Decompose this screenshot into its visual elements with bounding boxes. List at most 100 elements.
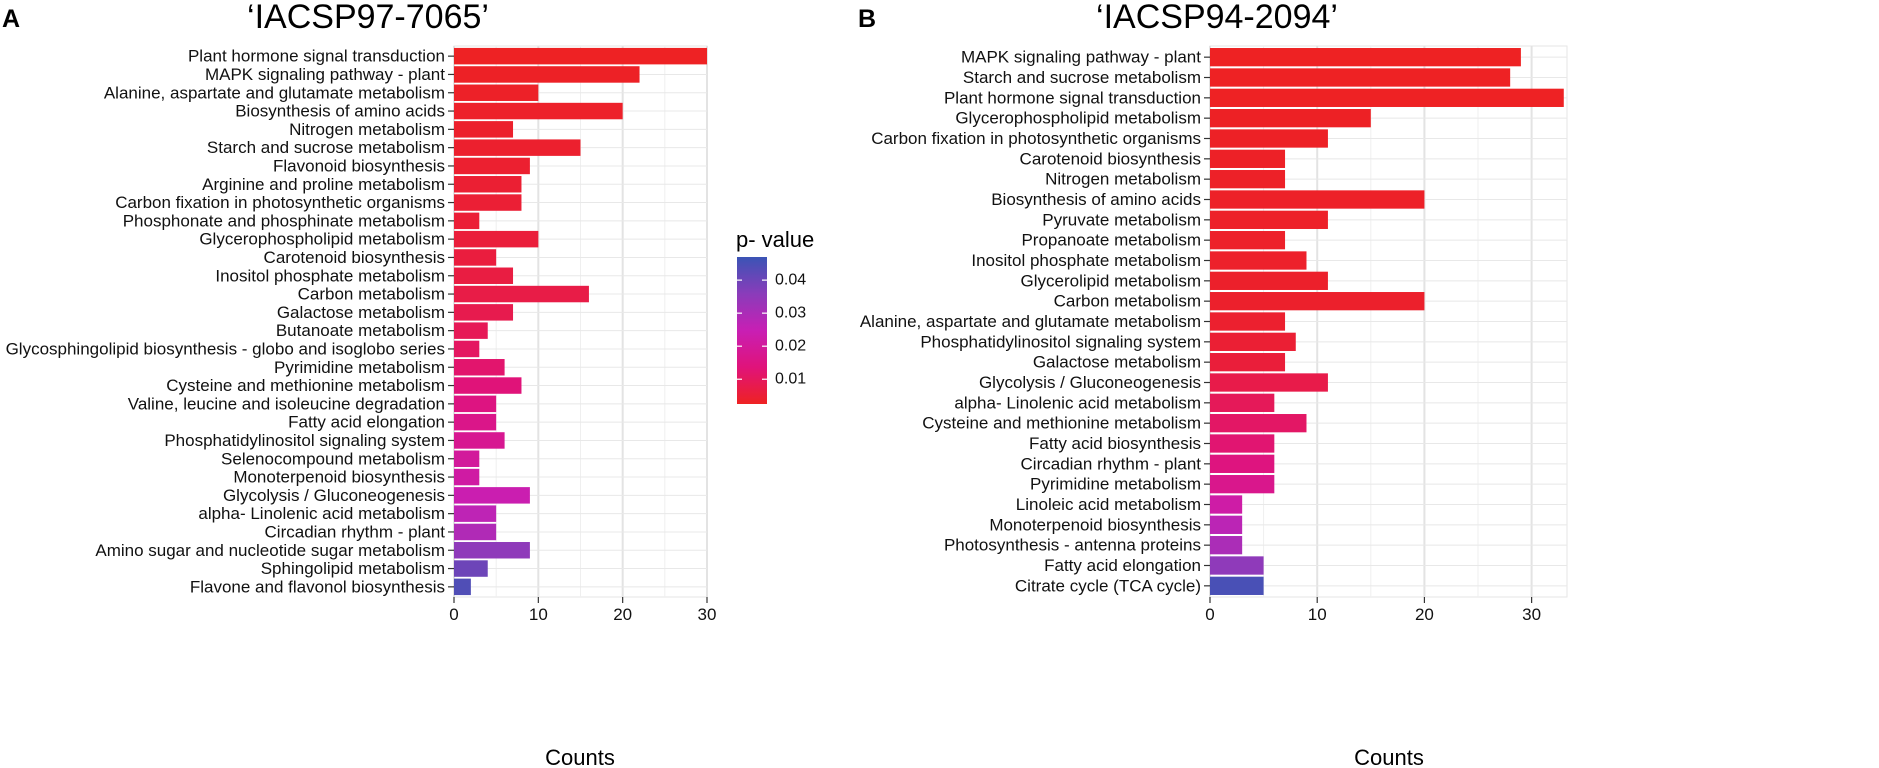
panel-a-category-label: Carbon metabolism <box>298 285 445 304</box>
panel-b-category-label: Circadian rhythm - plant <box>1021 454 1202 473</box>
panel-a-category-label: Arginine and proline metabolism <box>202 175 445 194</box>
colorbar-ticks: 0.01 0.02 0.03 0.04 <box>737 272 806 388</box>
panel-a-category-label: MAPK signaling pathway - plant <box>205 65 445 84</box>
panel-b-bar <box>1210 414 1307 433</box>
panel-b-category-label: Glycolysis / Gluconeogenesis <box>979 373 1201 392</box>
panel-b-category-label: MAPK signaling pathway - plant <box>961 48 1201 67</box>
panel-a-category-label: Glycolysis / Gluconeogenesis <box>223 486 445 505</box>
panel-b-bar <box>1210 251 1307 270</box>
panel-a-category-label: Plant hormone signal transduction <box>188 47 445 66</box>
panel-a-bar <box>454 340 480 358</box>
panel-b: B ‘IACSP94-2094’ MAPK signaling pathway … <box>858 0 1568 768</box>
panel-a-bar <box>454 578 471 596</box>
panel-b-title: ‘IACSP94-2094’ <box>1096 0 1338 36</box>
panel-a-bar <box>454 542 530 559</box>
panel-b-category-label: Nitrogen metabolism <box>1045 170 1201 189</box>
panel-b-category-label: Carbon fixation in photosynthetic organi… <box>871 129 1201 148</box>
panel-a-category-label: Circadian rhythm - plant <box>265 522 446 541</box>
panel-a-bar <box>454 139 581 156</box>
panel-b-bar <box>1210 536 1243 555</box>
panel-a-category-label: Galactose metabolism <box>277 303 445 322</box>
panel-a-category-label: Phosphatidylinositol signaling system <box>164 431 445 450</box>
panel-a-category-label: Amino sugar and nucleotide sugar metabol… <box>95 541 445 560</box>
panel-b-category-label: Cysteine and methionine metabolism <box>922 414 1201 433</box>
panel-a-bar <box>454 432 505 449</box>
panel-a-category-label: Pyrimidine metabolism <box>274 358 445 377</box>
panel-a: A ‘IACSP97-7065’ Plant hormone signal tr… <box>2 0 716 768</box>
panel-b-xtick-label: 30 <box>1522 605 1541 624</box>
panel-a-bar <box>454 194 522 211</box>
panel-b-bar <box>1210 495 1243 514</box>
panel-a-bar <box>454 322 488 339</box>
panel-b-bar <box>1210 393 1275 412</box>
panel-b-bar <box>1210 312 1286 331</box>
panel-b-category-label: Starch and sucrose metabolism <box>963 68 1201 87</box>
panel-b-category-label: Linoleic acid metabolism <box>1016 495 1201 514</box>
panel-a-title: ‘IACSP97-7065’ <box>247 0 489 36</box>
panel-b-xtick-label: 10 <box>1308 605 1327 624</box>
panel-b-bar <box>1210 434 1275 453</box>
panel-a-category-label: Phosphonate and phosphinate metabolism <box>123 211 445 230</box>
panel-b-bar <box>1210 576 1264 595</box>
panel-b-category-label: Propanoate metabolism <box>1021 231 1201 250</box>
panel-a-bar <box>454 102 623 120</box>
panel-a-bar <box>454 523 497 541</box>
panel-b-category-label: Pyruvate metabolism <box>1042 210 1201 229</box>
colorbar-gradient <box>737 257 767 404</box>
panel-a-xtick-label: 10 <box>529 605 548 624</box>
panel-a-xlabel: Counts <box>545 745 615 768</box>
panel-b-bar <box>1210 332 1296 351</box>
panel-b-bar <box>1210 231 1286 250</box>
panel-b-bar <box>1210 149 1286 168</box>
panel-b-bar <box>1210 48 1521 67</box>
panel-a-category-label: Cysteine and methionine metabolism <box>166 376 445 395</box>
panel-a-category-label: Valine, leucine and isoleucine degradati… <box>128 394 445 413</box>
panel-a-category-label: Carotenoid biosynthesis <box>264 248 445 267</box>
panel-a-bar <box>454 304 514 321</box>
panel-a-bar <box>454 212 480 230</box>
panel-a-bar <box>454 66 640 83</box>
panel-a-category-label: Flavonoid biosynthesis <box>273 156 445 175</box>
panel-b-category-label: Carbon metabolism <box>1054 292 1201 311</box>
panel-a-bar <box>454 47 707 65</box>
panel-b-category-label: Alanine, aspartate and glutamate metabol… <box>860 312 1201 331</box>
panel-a-bar <box>454 377 522 394</box>
panel-b-category-label: Fatty acid elongation <box>1044 556 1201 575</box>
panel-a-xtick-label: 0 <box>449 605 458 624</box>
panel-a-xtick-label: 30 <box>698 605 717 624</box>
panel-a-category-label: Butanoate metabolism <box>276 321 445 340</box>
panel-a-category-label: Sphingolipid metabolism <box>261 559 445 578</box>
panel-a-bar <box>454 359 505 376</box>
colorbar-tick-label: 0.01 <box>775 371 806 388</box>
panel-b-xtick-label: 20 <box>1415 605 1434 624</box>
panel-b-category-label: Plant hormone signal transduction <box>944 88 1201 107</box>
panel-a-bar <box>454 413 497 431</box>
panel-a-category-label: alpha- Linolenic acid metabolism <box>198 504 445 523</box>
panel-a-bar <box>454 468 480 486</box>
panel-a-category-label: Glycerophospholipid metabolism <box>199 230 445 249</box>
panel-a-category-label: Inositol phosphate metabolism <box>215 266 445 285</box>
panel-a-bar <box>454 505 497 522</box>
panel-b-category-label: Glycerolipid metabolism <box>1021 271 1201 290</box>
panel-b-bar <box>1210 475 1275 494</box>
panel-a-bar <box>454 267 514 284</box>
panel-a-bar <box>454 84 539 101</box>
panel-b-category-label: Galactose metabolism <box>1033 353 1201 372</box>
panel-a-label: A <box>2 5 20 33</box>
panel-b-bar <box>1210 515 1243 534</box>
panel-b-category-label: Carotenoid biosynthesis <box>1020 149 1201 168</box>
panel-b-xtick-label: 0 <box>1205 605 1214 624</box>
panel-b-bar <box>1210 88 1564 107</box>
panel-a-category-label: Selenocompound metabolism <box>221 449 445 468</box>
panel-b-category-label: Glycerophospholipid metabolism <box>955 109 1201 128</box>
panel-a-category-label: Monoterpenoid biosynthesis <box>233 468 445 487</box>
panel-b-xlabel: Counts <box>1354 745 1424 768</box>
panel-b-category-label: Inositol phosphate metabolism <box>971 251 1201 270</box>
panel-a-category-label: Starch and sucrose metabolism <box>207 138 445 157</box>
panel-a-category-label: Glycosphingolipid biosynthesis - globo a… <box>6 339 445 358</box>
colorbar-title: p- value <box>736 227 814 252</box>
panel-a-bar <box>454 249 497 266</box>
panel-b-bar <box>1210 556 1264 575</box>
